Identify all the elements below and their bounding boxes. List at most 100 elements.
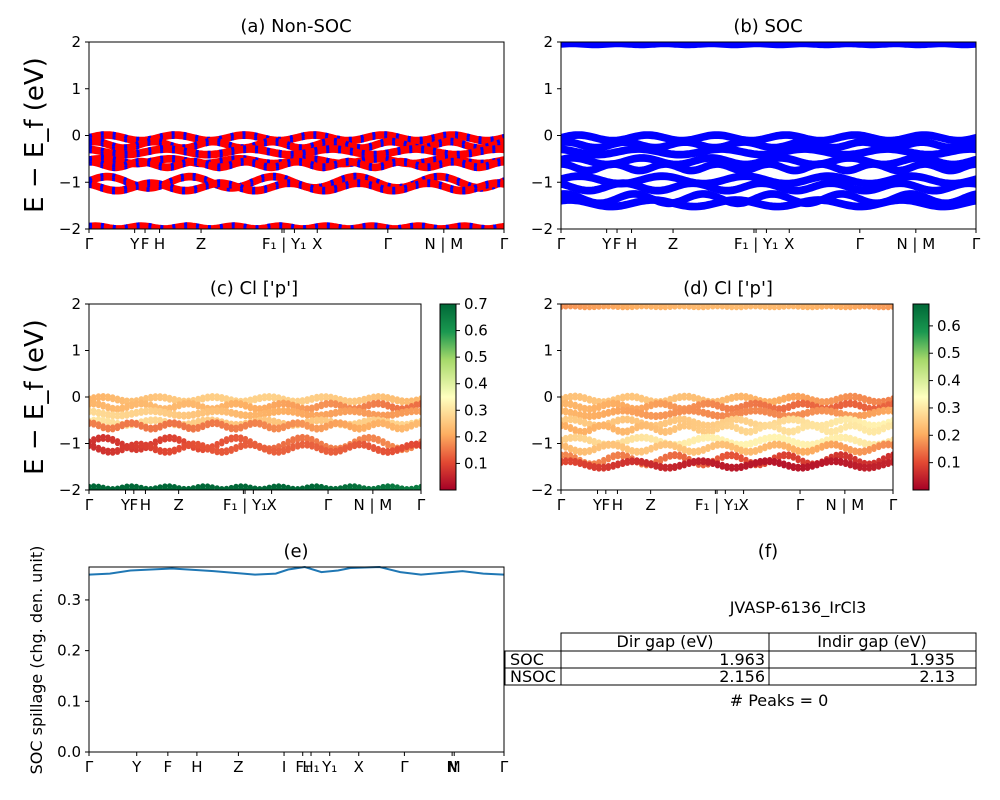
band-point <box>299 409 305 415</box>
band-point <box>318 445 324 451</box>
band-point <box>100 446 106 452</box>
band-point <box>705 444 711 450</box>
band-point <box>328 393 334 399</box>
band-point <box>157 447 163 453</box>
band-point <box>738 463 744 469</box>
band-point <box>257 442 263 448</box>
band-point <box>266 403 272 409</box>
xtick-label-d: H <box>612 496 623 514</box>
band-point <box>596 439 602 445</box>
row-nsoc-dir: 2.156 <box>719 667 765 686</box>
band-point <box>710 411 716 417</box>
band-point <box>399 405 405 411</box>
band-point <box>653 425 659 431</box>
band-point <box>133 419 139 426</box>
band-point <box>328 485 334 490</box>
band-point <box>413 407 419 413</box>
band-point <box>643 421 650 427</box>
band-point <box>852 412 858 418</box>
band-point <box>323 393 329 399</box>
band-point <box>389 422 396 428</box>
band-point <box>890 417 893 423</box>
band-point <box>567 433 574 440</box>
band-point <box>133 400 139 406</box>
band-point <box>672 425 678 431</box>
band-point <box>695 407 702 413</box>
band-point <box>323 447 329 453</box>
band-line <box>561 160 976 171</box>
band-point <box>700 433 706 440</box>
xtick-label-a: Y <box>129 235 140 253</box>
band-point <box>124 410 130 416</box>
band-point <box>710 426 716 432</box>
band-point <box>847 415 853 421</box>
band-point <box>786 436 792 442</box>
xtick-label-a: F₁ | Y₁ <box>262 235 306 253</box>
band-point <box>866 410 872 416</box>
band-point <box>157 484 163 490</box>
band-point <box>247 440 253 446</box>
material-id: JVASP-6136_IrCl3 <box>729 598 867 618</box>
band-point <box>677 422 683 428</box>
band-point <box>639 409 645 415</box>
band-point <box>781 460 787 466</box>
band-point <box>790 401 797 407</box>
band-point <box>838 409 844 415</box>
band-point <box>828 397 834 403</box>
xtick-label-c: Y <box>120 496 131 514</box>
band-point <box>691 393 697 399</box>
band-point <box>629 416 635 422</box>
band-point <box>667 395 673 401</box>
band-point <box>167 447 173 453</box>
band-point <box>738 446 744 452</box>
band-point <box>781 441 787 447</box>
band-point <box>190 419 196 425</box>
band-line <box>561 154 976 165</box>
band-point <box>629 407 635 413</box>
band-point <box>610 418 616 424</box>
band-point <box>572 454 578 460</box>
band-point <box>309 441 315 447</box>
band-point <box>389 403 396 409</box>
title-a: (a) Non-SOC <box>240 16 351 37</box>
band-point <box>228 434 234 440</box>
band-point <box>162 408 168 414</box>
band-point <box>238 442 244 448</box>
band-point <box>577 417 583 423</box>
band-point <box>176 420 182 426</box>
band-point <box>356 440 362 446</box>
band-point <box>318 483 324 490</box>
band-point <box>105 434 111 440</box>
band-point <box>266 446 272 452</box>
band-point <box>290 443 296 449</box>
band-point <box>743 427 749 433</box>
band-point <box>114 438 121 444</box>
band-point <box>681 460 687 466</box>
band-point <box>610 407 616 413</box>
band-point <box>252 411 258 417</box>
band-point <box>375 399 381 405</box>
band-point <box>148 393 154 399</box>
band-point <box>100 409 106 415</box>
band-point <box>138 421 144 427</box>
ytick-label-b: 0 <box>543 127 553 145</box>
xtick-label-d: Γ <box>889 496 898 514</box>
xtick-label-a: X <box>312 235 322 253</box>
band-point <box>181 438 187 444</box>
band-point <box>385 411 391 417</box>
band-point <box>228 396 234 402</box>
band-point <box>181 411 187 417</box>
band-point <box>572 401 578 407</box>
band-point <box>833 395 839 401</box>
band-point <box>276 400 282 406</box>
band-point <box>563 451 569 457</box>
band-point <box>639 304 645 307</box>
band-point <box>857 304 863 307</box>
band-point <box>800 410 806 416</box>
band-point <box>337 446 343 452</box>
band-point <box>309 394 315 401</box>
band-point <box>686 421 692 427</box>
band-point <box>200 394 206 400</box>
band-point <box>143 485 149 490</box>
